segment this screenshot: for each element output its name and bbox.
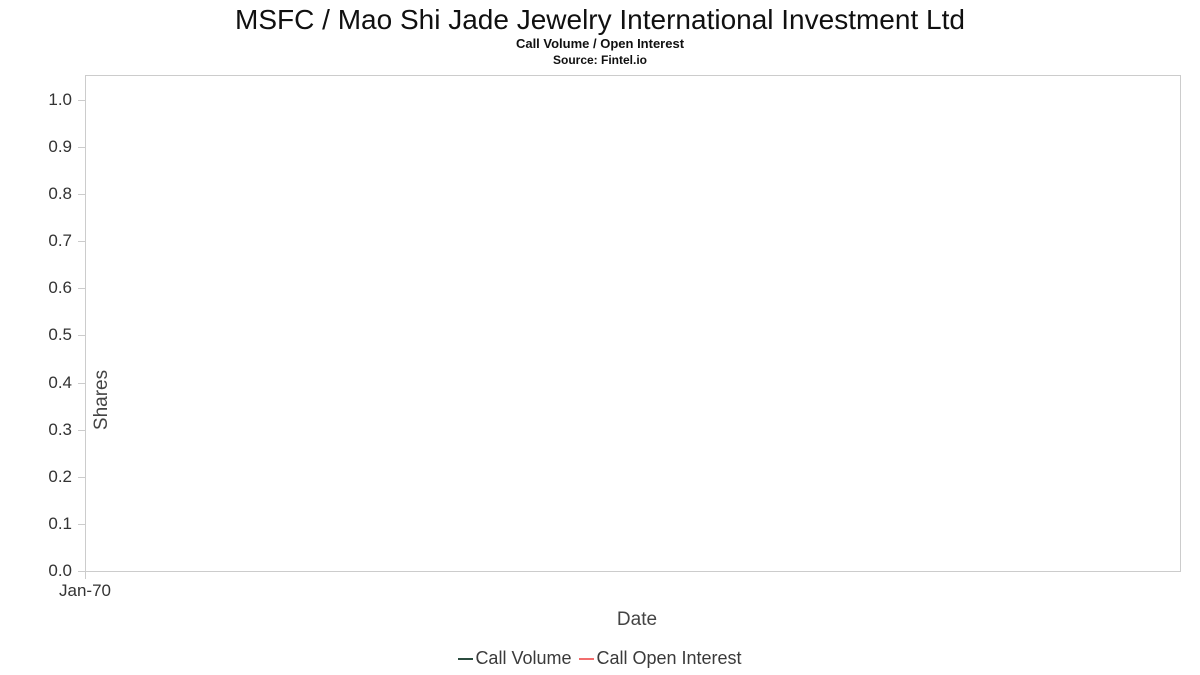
y-tick-label: 1.0 — [48, 90, 72, 109]
y-tick-label: 0.0 — [48, 560, 72, 580]
y-tick-label: 0.8 — [48, 184, 72, 204]
y-tick-label: 0.1 — [48, 513, 72, 533]
y-axis-tickmarks — [78, 100, 85, 572]
y-tick-label: 0.6 — [48, 278, 72, 298]
call-open-interest-line-icon — [579, 657, 595, 660]
y-tickmark — [78, 570, 85, 572]
legend-item-call-volume[interactable]: Call Volume — [458, 648, 571, 669]
y-tickmark — [78, 147, 85, 149]
y-tick-label: 0.3 — [48, 419, 72, 439]
y-tick-label: 0.7 — [48, 231, 72, 251]
y-tickmark — [78, 288, 85, 290]
legend-label-call-open-interest: Call Open Interest — [596, 648, 742, 668]
y-tick-label: 0.4 — [48, 372, 72, 392]
y-tickmark — [78, 100, 85, 101]
y-axis-ticks: 1.0 0.9 0.8 0.7 0.6 0.5 0.4 0.3 0.2 0.1 … — [0, 89, 72, 582]
call-volume-line-icon — [458, 657, 474, 660]
y-tickmark — [78, 241, 85, 243]
y-axis-label: Shares — [91, 369, 112, 431]
x-tick-label: Jan-70 — [59, 581, 111, 600]
y-tickmark — [78, 335, 85, 337]
y-tickmark — [78, 382, 85, 384]
plot-area: Shares — [85, 75, 1181, 572]
chart-source: Source: Fintel.io — [552, 53, 647, 67]
y-tickmark — [78, 194, 85, 196]
y-tickmark — [78, 523, 85, 525]
chart-subtitle: Call Volume / Open Interest — [515, 36, 685, 51]
legend-item-call-open-interest[interactable]: Call Open Interest — [579, 648, 742, 669]
y-tick-label: 0.9 — [48, 137, 72, 157]
x-axis-label: Date — [616, 609, 658, 630]
chart-title: MSFC / Mao Shi Jade Jewelry Internationa… — [235, 4, 965, 35]
legend-label-call-volume: Call Volume — [475, 648, 572, 668]
x-tickmark — [85, 572, 86, 579]
y-tick-label: 0.2 — [48, 466, 72, 486]
y-tick-label: 0.5 — [48, 325, 72, 345]
y-tickmark — [78, 476, 85, 478]
legend: Call Volume Call Open Interest — [0, 648, 1200, 669]
y-tickmark — [78, 429, 85, 431]
